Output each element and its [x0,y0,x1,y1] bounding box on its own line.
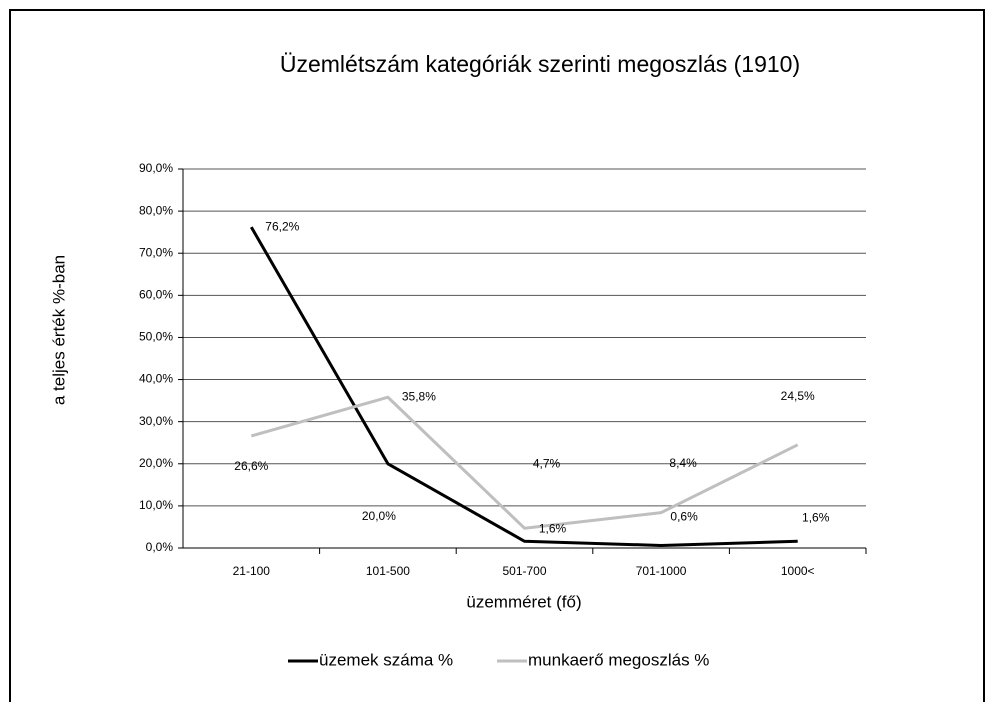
x-tick-label: 21-100 [233,564,271,578]
y-tick-label: 0,0% [146,540,174,554]
data-label: 8,4% [669,456,697,470]
x-tick-label: 101-500 [366,564,410,578]
data-label: 1,6% [539,521,567,535]
series-line [250,395,799,530]
data-label: 24,5% [781,389,815,403]
y-tick-label: 50,0% [139,330,173,344]
data-label: 1,6% [802,510,830,524]
y-tick-label: 70,0% [139,245,173,259]
y-tick-label: 10,0% [139,498,173,512]
y-tick-label: 20,0% [139,456,173,470]
x-tick-label: 701-1000 [636,564,687,578]
legend-label: munkaerő megoszlás % [528,650,709,669]
y-axis-label: a teljes érték %-ban [49,255,68,405]
data-label: 26,6% [234,459,268,473]
x-tick-label: 501-700 [502,564,546,578]
y-tick-label: 30,0% [139,414,173,428]
series-line [250,226,798,547]
chart-title: Üzemlétszám kategóriák szerinti megoszlá… [280,51,800,77]
data-label: 76,2% [265,219,299,233]
frame [9,9,985,702]
data-label: 4,7% [533,456,561,470]
legend-label: üzemek száma % [319,650,453,669]
y-tick-label: 90,0% [139,161,173,175]
data-label: 0,6% [670,510,698,524]
data-label: 20,0% [362,509,396,523]
y-tick-label: 40,0% [139,372,173,386]
x-axis-label: üzemméret (fő) [466,592,581,611]
y-tick-label: 60,0% [139,288,173,302]
data-label: 35,8% [402,389,436,403]
y-tick-label: 80,0% [139,203,173,217]
x-tick-label: 1000< [781,564,815,578]
